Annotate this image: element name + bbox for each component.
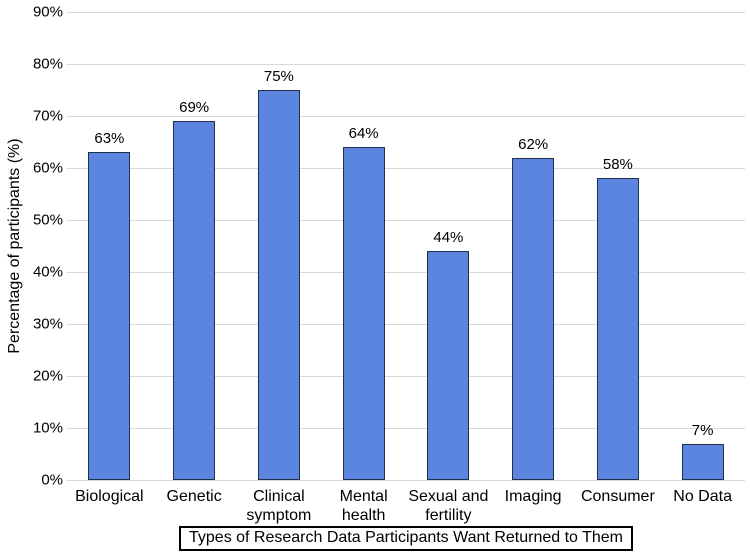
bar <box>173 121 216 480</box>
bar <box>596 178 639 480</box>
y-tick-label: 90% <box>32 3 63 21</box>
category-label: Consumer <box>580 488 655 505</box>
gridline <box>67 375 745 377</box>
category-label: Genetic <box>166 488 222 505</box>
bar <box>257 90 300 480</box>
bar-value-label: 7% <box>691 421 714 439</box>
bar <box>342 147 385 480</box>
y-tick-label: 20% <box>32 367 63 385</box>
y-tick-label: 30% <box>32 315 63 333</box>
category-label: Sexual and fertility <box>408 488 489 524</box>
gridline <box>67 63 745 65</box>
y-axis-title: Percentage of participants (%) <box>6 138 23 354</box>
category-label: No Data <box>673 488 732 505</box>
bar-value-label: 63% <box>94 130 125 148</box>
gridline <box>67 219 745 221</box>
x-axis-title-wrap: Types of Research Data Participants Want… <box>67 526 745 551</box>
category-label: Clinical symptom <box>246 488 312 524</box>
bar <box>88 152 131 480</box>
y-tick-label: 10% <box>32 419 63 437</box>
gridline <box>67 167 745 169</box>
gridline <box>67 427 745 429</box>
y-tick-label: 80% <box>32 55 63 73</box>
category-label: Imaging <box>504 488 562 505</box>
y-tick-label: 70% <box>32 107 63 125</box>
bar <box>512 157 555 480</box>
category-label: Mental health <box>339 488 388 524</box>
gridline <box>67 323 745 325</box>
gridline <box>67 479 745 481</box>
bar-value-label: 62% <box>518 135 549 153</box>
gridline <box>67 271 745 273</box>
bar-value-label: 58% <box>602 156 633 174</box>
gridline <box>67 115 745 117</box>
y-tick-label: 40% <box>32 263 63 281</box>
y-tick-label: 60% <box>32 159 63 177</box>
bar <box>681 443 724 480</box>
bar-value-label: 64% <box>348 125 379 143</box>
gridline <box>67 11 745 13</box>
bar-value-label: 44% <box>433 229 464 247</box>
bar-value-label: 75% <box>263 68 294 85</box>
bar-value-label: 69% <box>179 99 210 117</box>
y-tick-label: 0% <box>41 471 63 489</box>
category-label: Biological <box>75 488 144 505</box>
bar <box>427 251 470 480</box>
x-axis-title: Types of Research Data Participants Want… <box>179 526 633 551</box>
y-tick-label: 50% <box>32 211 63 229</box>
